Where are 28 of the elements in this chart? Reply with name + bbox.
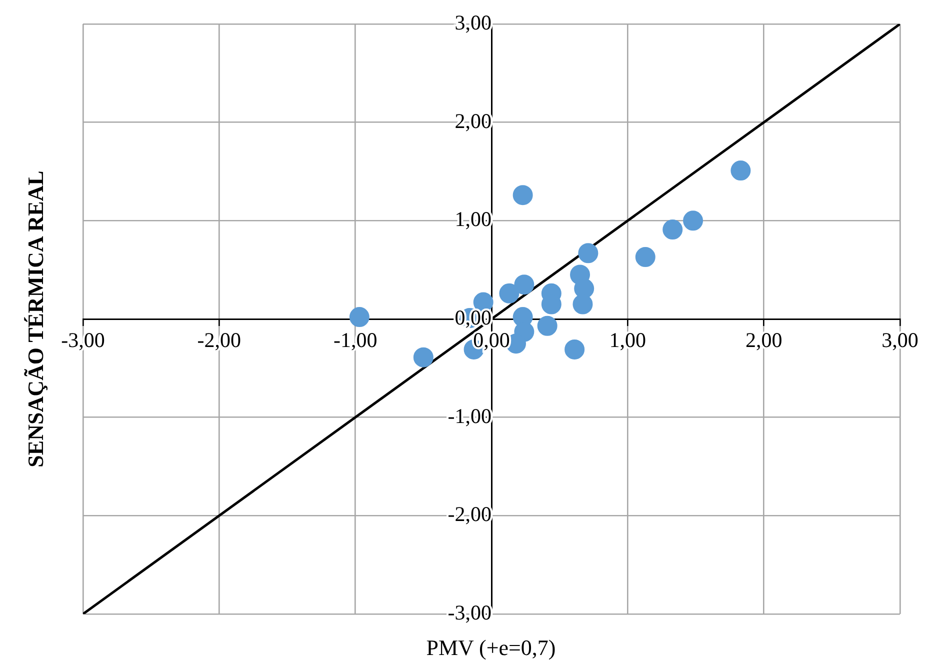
- y-tick-label: -1,00: [448, 404, 492, 428]
- point: [514, 274, 534, 295]
- y-tick-label: -2,00: [448, 502, 492, 526]
- point: [349, 307, 370, 328]
- point: [635, 247, 656, 268]
- y-tick-label: -3,00: [448, 600, 492, 625]
- x-tick-label: -2,00: [197, 328, 242, 352]
- point: [662, 220, 683, 240]
- point: [683, 210, 704, 231]
- x-tick-label: -3,00: [61, 328, 105, 352]
- point: [572, 294, 593, 314]
- y-tick-label: 3,00: [454, 10, 492, 35]
- point: [578, 243, 598, 264]
- y-axis-title: SENSAÇÃO TÉRMICA REAL: [23, 170, 49, 468]
- x-axis-title: PMV (+e=0,7): [426, 635, 556, 661]
- y-tick-label: 1,00: [454, 207, 492, 232]
- point: [512, 185, 533, 206]
- point: [499, 283, 520, 304]
- point: [537, 316, 558, 336]
- x-tick-label: -1,00: [333, 328, 378, 352]
- x-tick-label: 1,00: [609, 328, 646, 352]
- x-tick-label: 3,00: [882, 328, 918, 352]
- point: [413, 347, 434, 368]
- y-tick-label: 2,00: [454, 108, 492, 133]
- point: [564, 339, 585, 360]
- x-tick-label: 2,00: [745, 328, 782, 352]
- point: [730, 160, 751, 181]
- point: [574, 278, 594, 299]
